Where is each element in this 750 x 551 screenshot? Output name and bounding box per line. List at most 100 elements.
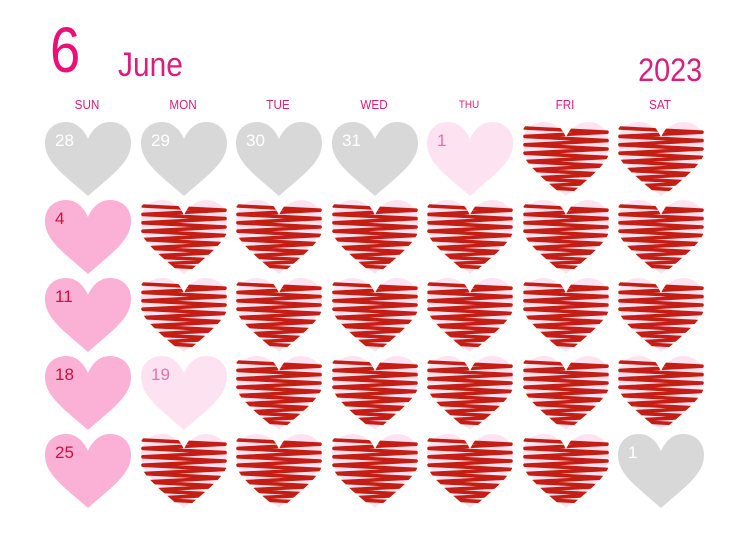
heart-icon (45, 434, 131, 508)
day-cell[interactable]: 30 (523, 434, 609, 508)
scribble-mark (427, 360, 513, 427)
day-cell[interactable]: 4 (45, 200, 131, 274)
heart-icon (332, 356, 418, 430)
weekday-wed: WED (360, 97, 388, 112)
heart-icon (523, 278, 609, 352)
day-cell[interactable]: 22 (427, 356, 513, 430)
scribble-mark (618, 360, 704, 427)
scribble-mark (236, 282, 322, 349)
day-cell[interactable]: 21 (332, 356, 418, 430)
day-cell[interactable]: 15 (427, 278, 513, 352)
day-cell[interactable]: 10 (618, 200, 704, 274)
day-cell[interactable]: 7 (332, 200, 418, 274)
day-number: 4 (55, 209, 65, 228)
year: 2023 (637, 52, 702, 88)
scribble-mark (332, 282, 418, 349)
heart-icon (45, 278, 131, 352)
heart-icon (141, 200, 227, 274)
heart-icon (618, 122, 704, 196)
scribble-mark (236, 204, 322, 271)
day-cell[interactable]: 16 (523, 278, 609, 352)
scribble-mark (523, 360, 609, 427)
day-cell[interactable]: 17 (618, 278, 704, 352)
heart-icon (332, 278, 418, 352)
scribble-mark (141, 438, 227, 505)
day-cell[interactable]: 28 (332, 434, 418, 508)
weekday-sun: SUN (74, 97, 100, 112)
heart-icon (236, 434, 322, 508)
heart-icon (236, 122, 322, 196)
heart-icon (45, 356, 131, 430)
heart-icon (427, 434, 513, 508)
heart-icon (332, 122, 418, 196)
heart-icon (523, 122, 609, 196)
day-cell[interactable]: 28 (45, 122, 131, 196)
day-number: 1 (437, 131, 447, 150)
day-cell[interactable]: 30 (236, 122, 322, 196)
heart-icon (236, 356, 322, 430)
day-cell[interactable]: 20 (236, 356, 322, 430)
day-number: 29 (151, 131, 170, 150)
scribble-mark (523, 438, 609, 505)
day-cell[interactable]: 19 (141, 356, 227, 430)
day-number: 19 (151, 365, 170, 384)
day-cell[interactable]: 31 (332, 122, 418, 196)
heart-icon (523, 200, 609, 274)
day-number: 18 (55, 365, 74, 384)
weekday-thu: THU (458, 99, 480, 111)
day-cell[interactable]: 5 (141, 200, 227, 274)
heart-icon (141, 434, 227, 508)
scribble-mark (427, 204, 513, 271)
scribble-mark (618, 204, 704, 271)
day-cell[interactable]: 23 (523, 356, 609, 430)
day-cell[interactable]: 9 (523, 200, 609, 274)
day-number: 28 (55, 131, 74, 150)
scribble-mark (236, 438, 322, 505)
heart-icon (45, 200, 131, 274)
day-cell[interactable]: 27 (236, 434, 322, 508)
day-cell[interactable]: 12 (141, 278, 227, 352)
heart-icon (618, 278, 704, 352)
heart-icon (427, 356, 513, 430)
day-cell[interactable]: 3 (618, 122, 704, 196)
day-cell[interactable]: 13 (236, 278, 322, 352)
day-cell[interactable]: 6 (236, 200, 322, 274)
heart-icon (427, 122, 513, 196)
heart-icon (618, 356, 704, 430)
day-cell[interactable]: 14 (332, 278, 418, 352)
day-cell[interactable]: 26 (141, 434, 227, 508)
heart-icon (332, 434, 418, 508)
scribble-mark (618, 126, 704, 193)
day-cell[interactable]: 2 (523, 122, 609, 196)
heart-icon (618, 200, 704, 274)
day-cell[interactable]: 11 (45, 278, 131, 352)
day-cell[interactable]: 25 (45, 434, 131, 508)
day-cell[interactable]: 24 (618, 356, 704, 430)
weekday-tue: TUE (266, 97, 290, 112)
scribble-mark (332, 360, 418, 427)
scribble-mark (141, 282, 227, 349)
day-cell[interactable]: 1 (618, 434, 704, 508)
scribble-mark (618, 282, 704, 349)
day-cell[interactable]: 8 (427, 200, 513, 274)
heart-icon (427, 200, 513, 274)
day-number: 25 (55, 443, 74, 462)
heart-icon (236, 278, 322, 352)
scribble-mark (332, 438, 418, 505)
scribble-mark (523, 204, 609, 271)
scribble-mark (236, 360, 322, 427)
day-cell[interactable]: 29 (141, 122, 227, 196)
day-cell[interactable]: 18 (45, 356, 131, 430)
day-number: 1 (628, 443, 638, 462)
heart-icon (523, 356, 609, 430)
heart-icon (332, 200, 418, 274)
day-cell[interactable]: 1 (427, 122, 513, 196)
month-name: June (118, 46, 183, 84)
heart-icon (141, 122, 227, 196)
heart-icon (427, 278, 513, 352)
scribble-mark (523, 282, 609, 349)
scribble-mark (332, 204, 418, 271)
heart-icon (523, 434, 609, 508)
day-cell[interactable]: 29 (427, 434, 513, 508)
scribble-mark (427, 438, 513, 505)
